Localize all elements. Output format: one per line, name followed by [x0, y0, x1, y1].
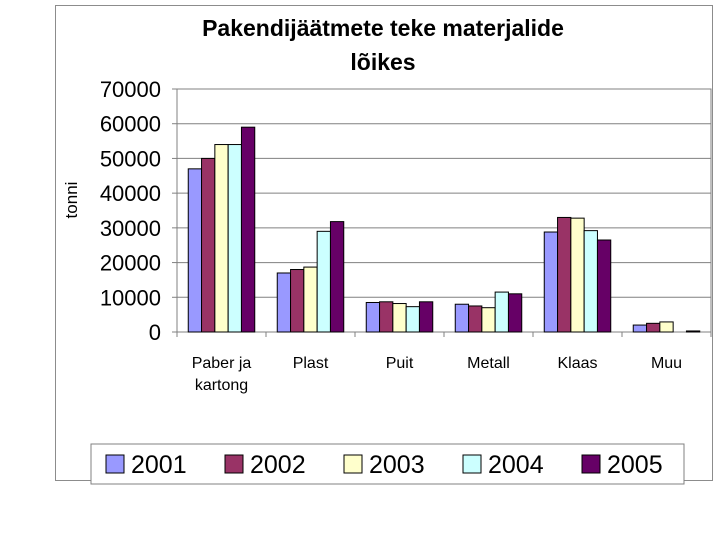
y-tick-label: 50000 — [100, 146, 161, 171]
bar-2004 — [405, 306, 420, 333]
x-tick-label: Paber ja — [192, 355, 252, 372]
bar-2005 — [418, 301, 434, 333]
bar-2004 — [583, 230, 598, 333]
x-tick-label: Metall — [467, 355, 510, 372]
bar-2001 — [543, 231, 559, 333]
bar-2005 — [685, 330, 701, 333]
bars — [187, 126, 701, 333]
legend-swatch-2005 — [581, 454, 601, 474]
legend-label-2004: 2004 — [488, 451, 544, 479]
bar-2005 — [596, 239, 612, 333]
x-tick-label: Puit — [386, 355, 414, 372]
bar-2001 — [632, 324, 648, 333]
bar-2001 — [276, 272, 292, 333]
x-tick-label: kartong — [195, 377, 248, 394]
y-axis-label: tonni — [62, 182, 81, 219]
legend-label-2001: 2001 — [131, 451, 187, 479]
y-tick-label: 60000 — [100, 112, 161, 137]
bar-2002 — [290, 269, 305, 333]
bar-2003 — [481, 307, 496, 333]
legend: 2001 2002 2003 2004 2005 — [105, 451, 663, 479]
legend-swatch-2003 — [343, 454, 363, 474]
y-tick-label: 10000 — [100, 285, 161, 310]
bar-2002 — [201, 157, 216, 333]
bar-2004 — [316, 230, 331, 333]
legend-swatch-2002 — [224, 454, 244, 474]
y-axis-ticks: 0 10000 20000 30000 40000 50000 60000 70000 — [100, 77, 177, 345]
bar-2003 — [392, 303, 407, 333]
bar-2001 — [187, 168, 203, 333]
bar-2001 — [454, 303, 470, 333]
bar-2004 — [494, 291, 509, 333]
bar-2003 — [214, 144, 229, 333]
legend-label-2003: 2003 — [369, 451, 425, 479]
x-tick-label: Plast — [293, 355, 329, 372]
bar-2003 — [659, 321, 674, 333]
gridlines — [177, 88, 711, 298]
plot-area — [176, 88, 712, 333]
bar-2003 — [303, 266, 318, 333]
bar-2002 — [646, 322, 661, 333]
y-tick-label: 0 — [149, 320, 161, 345]
legend-label-2002: 2002 — [250, 451, 306, 479]
legend-label-2005: 2005 — [607, 451, 663, 479]
bar-2003 — [570, 217, 585, 333]
bar-2005 — [240, 126, 256, 333]
x-tick-label: Klaas — [557, 355, 597, 372]
y-tick-label: 30000 — [100, 216, 161, 241]
bar-2004 — [227, 144, 242, 333]
legend-swatch-2004 — [462, 454, 482, 474]
y-tick-label: 70000 — [100, 77, 161, 102]
bar-2002 — [379, 301, 394, 333]
x-tick-label: Muu — [651, 355, 682, 372]
chart-title-line-1: Pakendijäätmete teke materjalide — [202, 15, 564, 41]
y-tick-label: 20000 — [100, 251, 161, 276]
bar-2002 — [557, 216, 572, 333]
bar-2002 — [468, 305, 483, 333]
y-tick-label: 40000 — [100, 181, 161, 206]
chart-title-line-2: lõikes — [350, 49, 415, 75]
bar-2005 — [507, 293, 523, 333]
legend-swatch-2001 — [105, 454, 125, 474]
x-axis-ticks: Paber ja kartong Plast Puit Metall Klaas Muu — [176, 332, 712, 394]
bar-2001 — [365, 301, 381, 333]
bar-2005 — [329, 221, 345, 333]
